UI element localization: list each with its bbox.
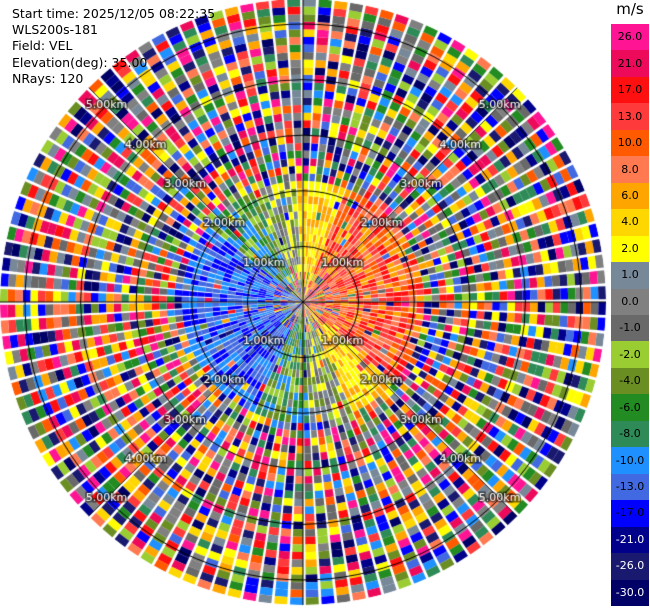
colorbar-label: 10.0 — [617, 136, 643, 150]
colorbar-label: -4.0 — [619, 374, 641, 388]
colorbar-swatch — [611, 394, 649, 422]
colorbar-swatch — [611, 526, 649, 554]
colorbar-swatch — [611, 553, 649, 581]
colorbar-label: 2.0 — [621, 241, 639, 255]
start-time-text: Start time: 2025/12/05 08:22:35 — [12, 6, 216, 21]
colorbar-label: -2.0 — [619, 347, 641, 361]
colorbar-label: -8.0 — [619, 427, 641, 441]
colorbar-swatch — [611, 341, 649, 369]
colorbar-label: 21.0 — [617, 56, 643, 70]
colorbar-label: 0.0 — [621, 294, 639, 308]
colorbar-swatch — [611, 103, 649, 131]
colorbar-swatch — [611, 235, 649, 263]
colorbar-label: 17.0 — [617, 83, 643, 97]
colorbar-label: 13.0 — [617, 109, 643, 123]
colorbar-label: -1.0 — [619, 321, 641, 335]
station-name-text: WLS200s-181 — [12, 22, 98, 38]
colorbar-swatch — [611, 24, 649, 51]
colorbar-label: 1.0 — [621, 268, 639, 282]
colorbar-label: -17.0 — [615, 506, 645, 520]
colorbar-swatch — [611, 579, 649, 607]
colorbar-swatch — [611, 420, 649, 448]
colorbar-swatch — [611, 447, 649, 475]
colorbar-swatch — [611, 129, 649, 157]
field-text: Field: VEL — [12, 38, 73, 54]
colorbar-label: 6.0 — [621, 188, 639, 202]
colorbar-swatch — [611, 209, 649, 237]
colorbar-swatch — [611, 500, 649, 528]
colorbar-label: -10.0 — [615, 453, 645, 467]
colorbar-swatch — [611, 50, 649, 78]
colorbar-label: 26.0 — [617, 30, 643, 44]
nrays-text: NRays: 120 — [12, 70, 84, 86]
colorbar-swatch — [611, 182, 649, 210]
colorbar-label: -26.0 — [615, 559, 645, 573]
colorbar-label: -30.0 — [615, 585, 645, 599]
colorbar-swatch — [611, 315, 649, 342]
colorbar-swatch — [611, 76, 649, 104]
colorbar-label: 8.0 — [621, 162, 639, 176]
colorbar-swatch — [611, 156, 649, 184]
colorbar-label: -21.0 — [615, 532, 645, 546]
elevation-text: Elevation(deg): 35.00 — [12, 54, 148, 70]
colorbar-label: -6.0 — [619, 400, 641, 414]
colorbar-swatch — [611, 367, 649, 395]
colorbar-label: -13.0 — [615, 479, 645, 493]
colorbar-unit: m/s — [616, 0, 644, 18]
colorbar-swatch — [611, 288, 649, 316]
scan-info: Start time: 2025/12/05 08:22:35 WLS200s-… — [12, 6, 215, 87]
colorbar-swatch — [611, 473, 649, 501]
colorbar-label: 4.0 — [621, 215, 639, 229]
colorbar-swatch — [611, 262, 649, 290]
colorbar: 26.0 21.0 17.0 13.0 10.0 8.0 6.0 4.0 2.0 1.0 0.0 -1… — [611, 24, 649, 607]
